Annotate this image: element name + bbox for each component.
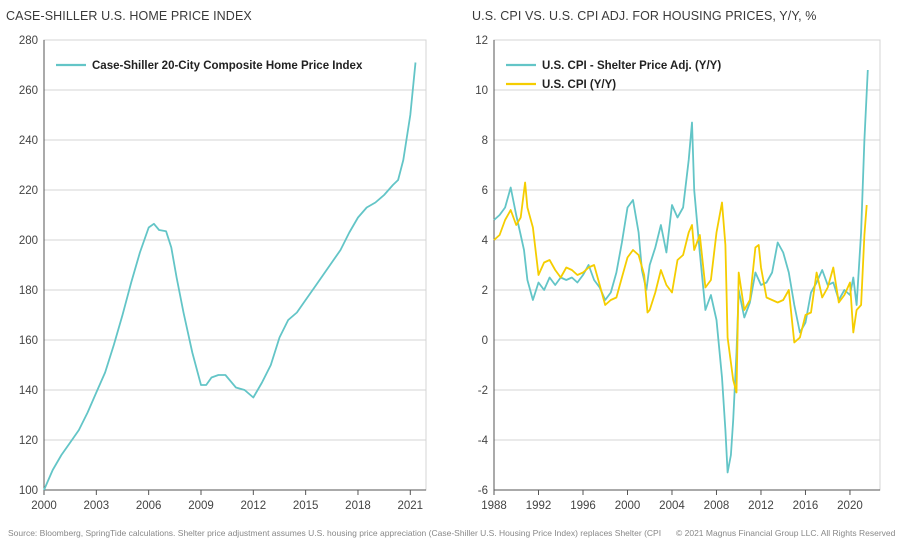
right-y-tick-label: 10 bbox=[475, 85, 488, 97]
right-x-tick-label: 2012 bbox=[748, 500, 774, 512]
right-chart-title: U.S. CPI VS. U.S. CPI ADJ. FOR HOUSING P… bbox=[472, 9, 817, 23]
left-x-tick-label: 2018 bbox=[345, 500, 371, 512]
right-y-tick-label: 2 bbox=[482, 285, 488, 297]
right-legend-label-0: U.S. CPI - Shelter Price Adj. (Y/Y) bbox=[542, 60, 721, 72]
left-y-tick-label: 220 bbox=[19, 185, 38, 197]
left-x-tick-label: 2003 bbox=[84, 500, 110, 512]
left-y-tick-label: 240 bbox=[19, 135, 38, 147]
right-y-tick-label: 4 bbox=[482, 235, 489, 247]
left-y-tick-label: 280 bbox=[19, 35, 38, 47]
right-y-tick-label: 6 bbox=[482, 185, 488, 197]
left-y-tick-label: 120 bbox=[19, 435, 38, 447]
left-y-tick-label: 160 bbox=[19, 335, 38, 347]
left-x-tick-label: 2015 bbox=[293, 500, 319, 512]
left-plot-frame bbox=[43, 39, 427, 491]
right-x-tick-label: 2020 bbox=[837, 500, 863, 512]
right-y-tick-label: 0 bbox=[482, 335, 488, 347]
left-y-tick-label: 200 bbox=[19, 235, 38, 247]
left-x-tick-label: 2009 bbox=[188, 500, 214, 512]
right-x-tick-label: 1996 bbox=[570, 500, 596, 512]
copyright-note: © 2021 Magnus Financial Group LLC. All R… bbox=[676, 528, 896, 538]
left-x-tick-label: 2012 bbox=[241, 500, 267, 512]
right-x-tick-label: 2004 bbox=[659, 500, 685, 512]
right-series-line-0 bbox=[493, 69, 869, 474]
right-x-tick-label: 2016 bbox=[793, 500, 819, 512]
right-x-tick-label: 2000 bbox=[615, 500, 641, 512]
source-note: Source: Bloomberg, SpringTide calculatio… bbox=[8, 528, 662, 538]
right-y-tick-label: -2 bbox=[478, 385, 488, 397]
left-y-tick-label: 260 bbox=[19, 85, 38, 97]
right-series-line-1 bbox=[493, 181, 868, 394]
left-chart-title: CASE-SHILLER U.S. HOME PRICE INDEX bbox=[6, 9, 252, 23]
left-y-tick-label: 140 bbox=[19, 385, 38, 397]
right-y-tick-label: -4 bbox=[478, 435, 489, 447]
left-y-tick-label: 180 bbox=[19, 285, 38, 297]
left-y-tick-label: 100 bbox=[19, 485, 38, 497]
left-x-tick-label: 2006 bbox=[136, 500, 162, 512]
right-y-tick-label: 8 bbox=[482, 135, 488, 147]
right-y-tick-label: -6 bbox=[478, 485, 488, 497]
right-legend-label-1: U.S. CPI (Y/Y) bbox=[542, 79, 616, 91]
left-series-line-0 bbox=[43, 62, 417, 491]
right-x-tick-label: 1988 bbox=[481, 500, 507, 512]
right-x-tick-label: 1992 bbox=[526, 500, 552, 512]
left-x-tick-label: 2021 bbox=[398, 500, 424, 512]
left-x-tick-label: 2000 bbox=[31, 500, 57, 512]
right-y-tick-label: 12 bbox=[475, 35, 488, 47]
left-legend-label-0: Case-Shiller 20-City Composite Home Pric… bbox=[92, 60, 363, 72]
right-x-tick-label: 2008 bbox=[704, 500, 730, 512]
